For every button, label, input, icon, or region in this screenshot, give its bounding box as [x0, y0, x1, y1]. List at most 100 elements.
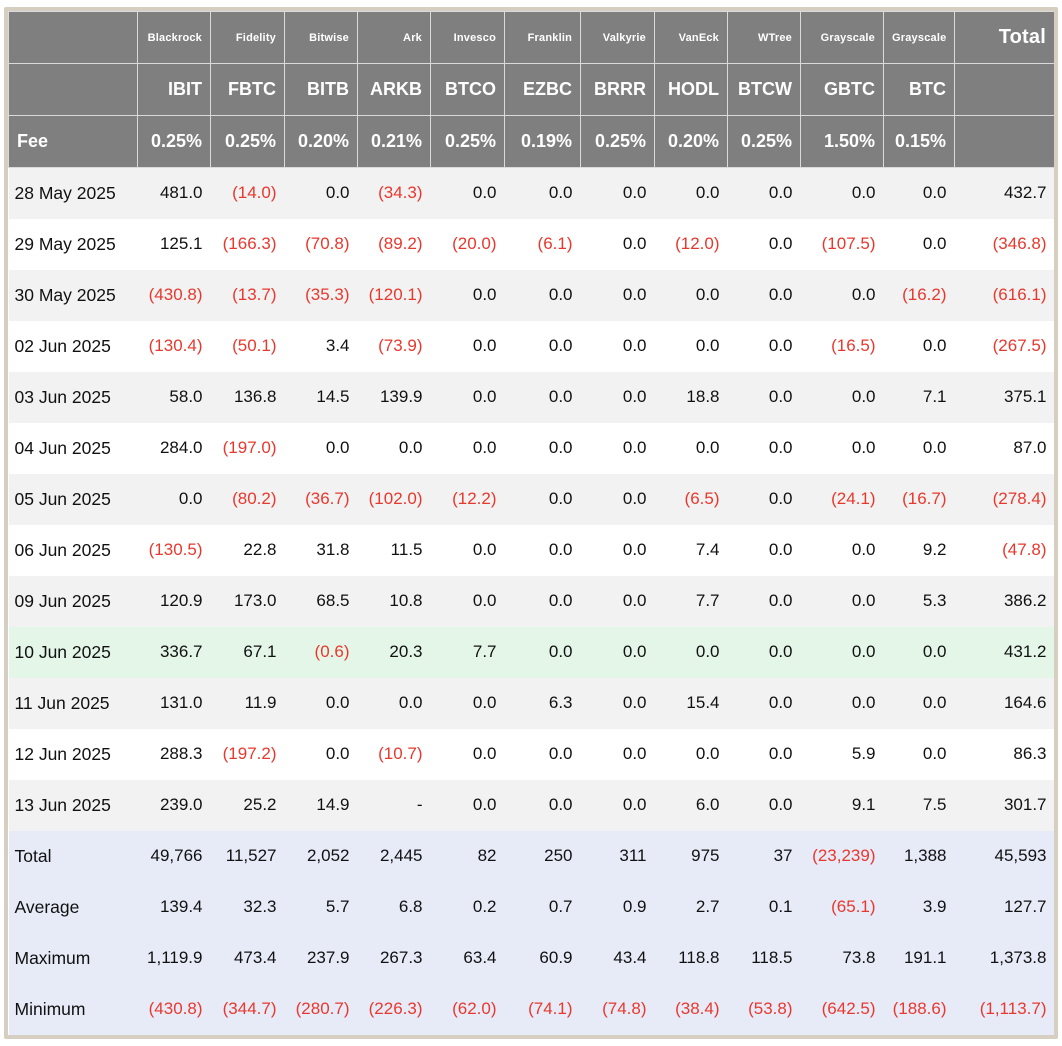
- value-cell: 0.0: [727, 626, 801, 678]
- fee-value: 0.25%: [430, 115, 505, 168]
- value-cell: 5.9: [851, 744, 876, 763]
- value-cell: (36.7): [284, 473, 358, 525]
- daily-flow-row: 03 Jun 2025 58.0 136.8 14.5 139.9 0.0 0.0 0.0 18…: [8, 371, 1054, 423]
- value-cell: 0.0: [284, 677, 358, 729]
- row-total-cell: 1,373.8: [954, 932, 1054, 984]
- value-cell: 0.0: [851, 438, 876, 457]
- daily-flow-row: 28 May 2025 481.0 (14.0) 0.0 (34.3) 0.0 0.0 0.0…: [8, 167, 1054, 219]
- ticker-header: FBTC: [210, 63, 285, 116]
- summary-minimum-row: Minimum (430.8) (344.7) (280.7) (226.3) (62.0…: [8, 983, 1054, 1035]
- row-total-cell: 164.6: [954, 677, 1054, 729]
- value-cell: 37: [727, 830, 801, 882]
- value-cell: (62.0): [430, 983, 505, 1035]
- value-cell: 0.0: [695, 438, 720, 457]
- value-cell: 43.4: [580, 932, 655, 984]
- value-cell: (102.0): [357, 473, 431, 525]
- summary-total-label: Total: [8, 830, 138, 882]
- value-cell: 0.0: [580, 167, 655, 219]
- value-cell: 0.0: [472, 540, 497, 559]
- value-cell: 15.4: [654, 677, 728, 729]
- ticker-header: EZBC: [504, 63, 581, 116]
- value-cell: 118.8: [654, 932, 728, 984]
- value-cell: (430.8): [137, 983, 211, 1035]
- row-total-cell: 87.0: [1013, 438, 1047, 457]
- daily-flow-label: 05 Jun 2025: [8, 473, 138, 525]
- value-cell: 0.0: [430, 269, 505, 321]
- row-total-cell: 386.2: [954, 575, 1054, 627]
- table-header: Blackrock Fidelity Bitwise Ark Invesco Frankl…: [8, 11, 1054, 168]
- value-cell: (70.8): [305, 234, 350, 253]
- summary-average-row: Average 139.4 32.3 5.7 6.8 0.2 0.7 0.9 2.7 0.1 (65…: [8, 881, 1054, 933]
- row-total-cell: (1,113.7): [954, 983, 1054, 1035]
- value-cell: 9.2: [922, 540, 947, 559]
- value-cell: 0.0: [504, 167, 581, 219]
- value-cell: 1,119.9: [137, 932, 211, 984]
- value-cell: 0.0: [622, 336, 647, 355]
- value-cell: (16.7): [883, 473, 955, 525]
- value-cell: 68.5: [284, 575, 358, 627]
- value-cell: 2.7: [654, 881, 728, 933]
- value-cell: (73.9): [378, 336, 423, 355]
- value-cell: 0.0: [580, 677, 655, 729]
- value-cell: 250: [504, 830, 581, 882]
- value-cell: 10.8: [357, 575, 431, 627]
- value-cell: 136.8: [210, 371, 285, 423]
- value-cell: 20.3: [357, 626, 431, 678]
- provider-name-header: Valkyrie: [580, 11, 655, 64]
- value-cell: 0.0: [622, 540, 647, 559]
- daily-flow-label: 03 Jun 2025: [8, 371, 138, 423]
- ticker-header: IBIT: [137, 63, 211, 116]
- value-cell: (16.2): [883, 269, 955, 321]
- value-cell: 125.1: [159, 234, 203, 253]
- value-cell: 0.0: [325, 744, 350, 763]
- ticker-header: BTCW: [727, 63, 801, 116]
- value-cell: 0.0: [504, 575, 581, 627]
- row-total-cell: 375.1: [954, 371, 1054, 423]
- value-cell: 0.0: [580, 269, 655, 321]
- value-cell: 0.0: [800, 677, 884, 729]
- value-cell: 7.4: [695, 540, 720, 559]
- empty-header-cell: [8, 63, 138, 116]
- daily-flow-row: 02 Jun 2025 (130.4) (50.1) 3.4 (73.9) 0.0 0.0 0…: [9, 321, 1055, 372]
- value-cell: 0.0: [768, 540, 793, 559]
- value-cell: 0.0: [800, 626, 884, 678]
- fee-value: 0.20%: [284, 115, 358, 168]
- daily-flow-row: 13 Jun 2025 239.0 25.2 14.9-0.0 0.0 0.0 6.0 0.0…: [8, 779, 1054, 831]
- row-total-cell: (616.1): [954, 269, 1054, 321]
- value-cell: 473.4: [210, 932, 285, 984]
- value-cell: 0.0: [883, 677, 955, 729]
- provider-name-header: Franklin: [504, 11, 581, 64]
- value-cell: 0.0: [398, 438, 423, 457]
- fee-value: 1.50%: [800, 115, 884, 168]
- ticker-header: ARKB: [357, 63, 431, 116]
- value-cell: 0.0: [727, 473, 801, 525]
- value-cell: 5.7: [284, 881, 358, 933]
- provider-name-header: Ark: [357, 11, 431, 64]
- daily-flow-label: 29 May 2025: [14, 233, 116, 254]
- value-cell: 3.4: [325, 336, 350, 355]
- value-cell: 7.7: [430, 626, 505, 678]
- value-cell: 284.0: [159, 438, 203, 457]
- value-cell: 237.9: [284, 932, 358, 984]
- value-cell: 0.0: [325, 438, 350, 457]
- provider-name-header: Grayscale: [800, 11, 884, 64]
- provider-name-header: Bitwise: [284, 11, 358, 64]
- value-cell: (20.0): [452, 234, 497, 253]
- value-cell: 2,445: [357, 830, 431, 882]
- value-cell: (35.3): [284, 269, 358, 321]
- fee-value: 0.15%: [883, 115, 955, 168]
- fee-value: 0.25%: [580, 115, 655, 168]
- value-cell: 11.5: [390, 540, 423, 559]
- value-cell: 0.0: [504, 626, 581, 678]
- value-cell: 131.0: [137, 677, 211, 729]
- value-cell: 120.9: [137, 575, 211, 627]
- value-cell: 25.2: [210, 779, 285, 831]
- value-cell: 0.0: [768, 744, 793, 763]
- value-cell: 6.8: [357, 881, 431, 933]
- value-cell: 173.0: [210, 575, 285, 627]
- value-cell: (344.7): [210, 983, 285, 1035]
- value-cell: 0.0: [548, 540, 573, 559]
- value-cell: 6.0: [654, 779, 728, 831]
- value-cell: 0.0: [430, 167, 505, 219]
- value-cell: 67.1: [210, 626, 285, 678]
